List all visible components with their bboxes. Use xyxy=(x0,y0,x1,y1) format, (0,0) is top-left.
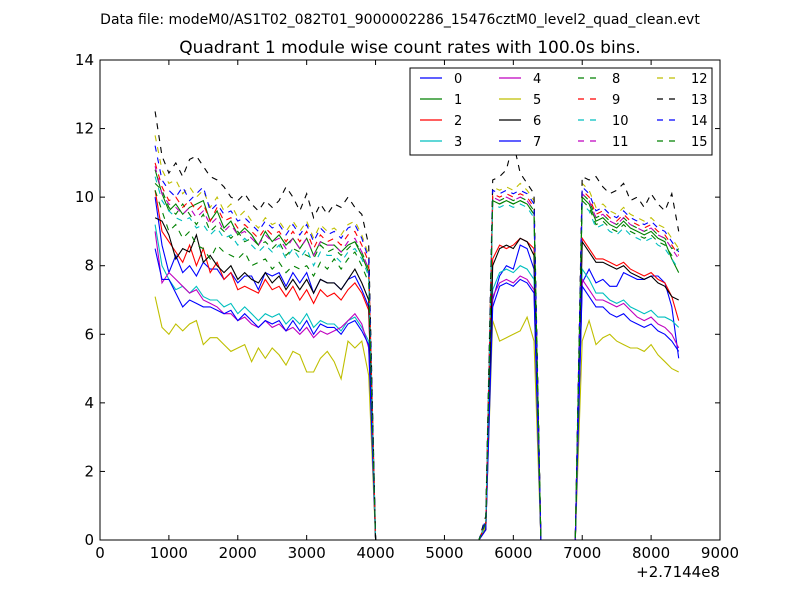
series-line-10 xyxy=(154,176,680,541)
legend-label-2: 2 xyxy=(454,114,462,129)
y-tick-label: 8 xyxy=(84,257,94,275)
legend-label-11: 11 xyxy=(612,135,629,150)
legend-label-7: 7 xyxy=(533,135,541,150)
legend-label-5: 5 xyxy=(533,93,541,108)
y-tick-label: 2 xyxy=(84,462,94,480)
legend-label-4: 4 xyxy=(533,72,541,87)
y-tick-label: 0 xyxy=(84,531,94,549)
y-tick-label: 10 xyxy=(75,188,94,206)
legend-label-10: 10 xyxy=(612,114,629,129)
y-tick-label: 4 xyxy=(84,394,94,412)
series-line-5 xyxy=(154,296,679,541)
plot-lines xyxy=(154,111,680,541)
series-line-4 xyxy=(154,231,680,541)
x-axis-offset-label: +2.7144e8 xyxy=(636,563,720,581)
series-line-2 xyxy=(154,190,680,541)
series-line-8 xyxy=(154,183,679,541)
legend-label-14: 14 xyxy=(691,114,708,129)
series-line-14 xyxy=(154,145,680,541)
x-tick-label: 5000 xyxy=(425,544,463,562)
figure-suptitle: Data file: modeM0/AS1T02_082T01_90000022… xyxy=(100,12,700,28)
axes: 0 1000 2000 3000 4000 5000 6000 7000 8000 9000 0 2 4… xyxy=(75,51,739,562)
chart-title: Quadrant 1 module wise count rates with … xyxy=(179,38,640,58)
series-line-6 xyxy=(154,217,679,541)
x-tick-label: 4000 xyxy=(356,544,394,562)
x-tick-label: 1000 xyxy=(150,544,188,562)
x-tick-label: 2000 xyxy=(219,544,257,562)
x-tick-label: 6000 xyxy=(494,544,532,562)
legend-label-1: 1 xyxy=(454,93,462,108)
series-line-13 xyxy=(154,111,680,541)
series-line-0 xyxy=(154,197,680,541)
series-line-15 xyxy=(154,190,680,541)
series-line-1 xyxy=(154,169,680,541)
x-tick-label: 3000 xyxy=(288,544,326,562)
y-tick-label: 14 xyxy=(75,51,94,69)
series-line-12 xyxy=(154,135,680,541)
y-tick-label: 6 xyxy=(84,325,94,343)
series-line-11 xyxy=(154,166,680,541)
series-line-7 xyxy=(154,248,680,541)
legend-label-8: 8 xyxy=(612,72,620,87)
legend-label-15: 15 xyxy=(691,135,708,150)
legend-label-12: 12 xyxy=(691,72,708,87)
legend-label-13: 13 xyxy=(691,93,708,108)
x-tick-label: 8000 xyxy=(632,544,670,562)
x-tick-label: 9000 xyxy=(701,544,739,562)
x-tick-label: 0 xyxy=(95,544,105,562)
legend-label-9: 9 xyxy=(612,93,620,108)
legend-label-3: 3 xyxy=(454,135,462,150)
x-tick-label: 7000 xyxy=(563,544,601,562)
y-tick-label: 12 xyxy=(75,120,94,138)
plot-frame xyxy=(99,59,721,541)
legend-label-0: 0 xyxy=(454,72,462,87)
legend-label-6: 6 xyxy=(533,114,541,129)
